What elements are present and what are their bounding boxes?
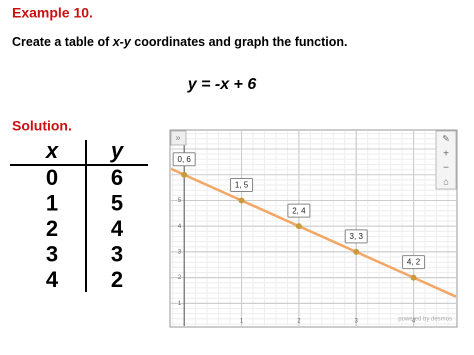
table-cell: 2 [46,216,58,241]
settings-button[interactable]: ✎ [442,133,450,143]
line-extension [413,276,456,298]
home-button[interactable]: ⌂ [443,176,448,186]
point [181,171,188,178]
equation: y = -x + 6 [187,76,257,93]
point [353,248,360,255]
table: x y0 61 52 43 34 2 [10,138,148,292]
point-label-box [344,229,368,244]
point-label: 0, 6 [178,155,192,164]
table-cell: 1 [46,190,58,215]
x-tick-label: 4 [412,319,416,325]
table-cell: 3 [46,241,58,266]
plot-area: 1 2 3 4 1 2 3 4 5 0, 6 1, 5 2, 4 3, 3 4, 2 [171,131,456,326]
y-tick-label: 4 [178,224,182,230]
table-cell: 3 [111,241,123,266]
table-cell: 4 [111,216,124,241]
y-tick-label: 2 [178,275,182,281]
instruction-text: coordinates and graph the function. [131,35,348,49]
zoom-in-button[interactable]: + [443,149,449,160]
point [410,274,417,281]
instruction: Create a table of x-y coordinates and gr… [12,35,348,49]
zoom-out-button[interactable]: − [443,163,449,174]
expand-icon: » [175,132,180,142]
y-tick-label: 5 [178,198,182,204]
table-cell: 6 [111,165,123,190]
point [238,197,245,204]
point-label: 4, 2 [407,258,421,267]
x-tick-label: 3 [355,319,359,325]
expand-button[interactable] [170,130,187,146]
point-label: 2, 4 [292,206,306,215]
credit: powered by desmos [398,317,452,323]
y-tick-label: 1 [178,301,182,307]
table-cell: 5 [111,190,123,215]
point-label: 1, 5 [235,181,249,190]
point [295,223,302,230]
table-cell: 4 [46,267,59,292]
y-tick-label: 3 [178,249,182,255]
point-label-box [172,152,196,167]
point-label-box [402,255,426,270]
table-cell: 0 [46,165,58,190]
x-tick-label: 1 [240,319,244,325]
table-header: x [45,138,59,163]
point-label-box [287,203,311,218]
example-title: Example 10. [12,5,93,21]
graph-frame [169,129,458,328]
table-cell: 2 [111,267,123,292]
instruction-text: x-y [112,35,132,49]
point-label-box [230,177,254,192]
table-header: y [110,138,125,163]
solution-label: Solution. [12,118,72,134]
point-label: 3, 3 [350,232,364,241]
x-tick-label: 2 [297,319,301,325]
instruction-text: Create a table of [12,35,113,49]
toolbar [435,130,457,190]
